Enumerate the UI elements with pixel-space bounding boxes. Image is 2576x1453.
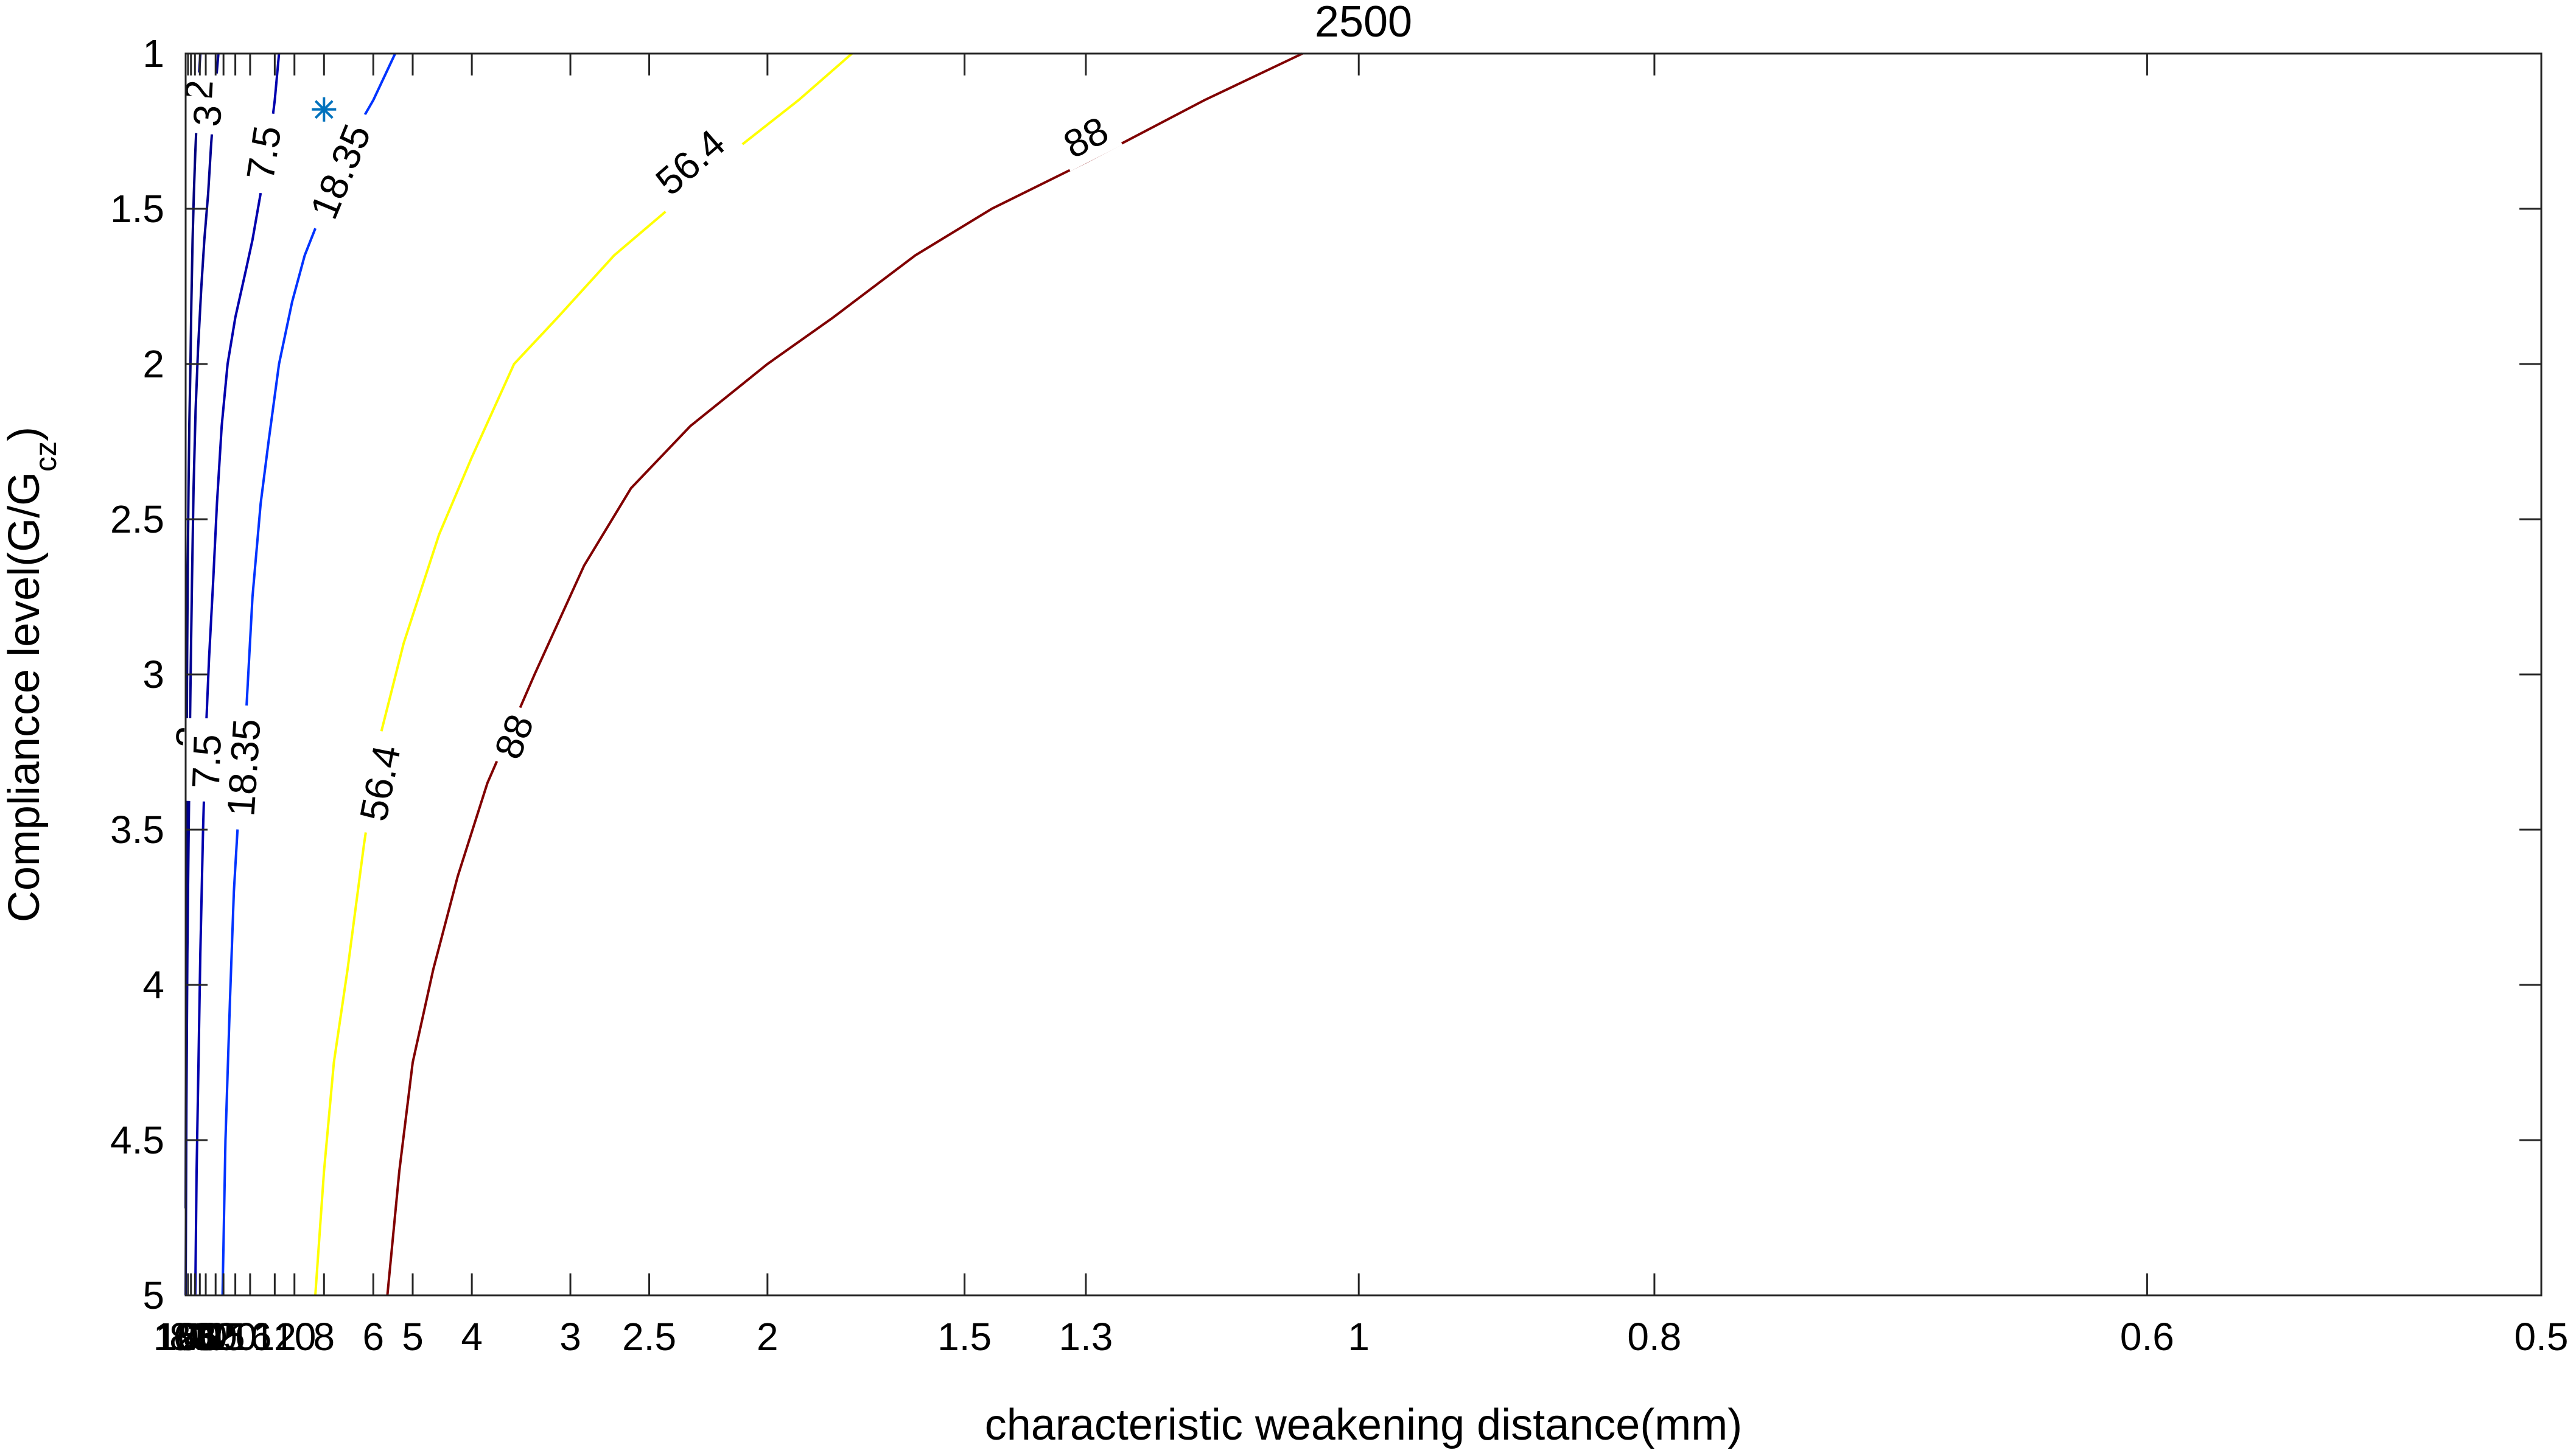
- data-point-star-marker: [312, 97, 337, 122]
- y-axis-label-main: Compliancce level(G/G: [0, 472, 49, 922]
- x-tick-label: 0.8: [1627, 1315, 1681, 1359]
- contour-label-text: 7.5: [238, 123, 289, 183]
- contour-label-background: [481, 701, 547, 772]
- x-tick-label: 5: [402, 1315, 424, 1359]
- contour-label-background: [182, 720, 231, 803]
- contour-line-3: [184, 53, 220, 1296]
- y-tick-label: 4: [142, 963, 164, 1007]
- x-tick-label: 25: [202, 1315, 245, 1359]
- y-tick-label: 2: [142, 342, 164, 386]
- y-axis-label: Compliancce level(G/Gcz): [0, 427, 63, 922]
- y-tick-label: 1: [142, 32, 164, 75]
- contour-label-background: [234, 110, 293, 197]
- plot-frame: [184, 52, 2543, 1297]
- y-tick-label: 4.5: [110, 1118, 164, 1162]
- x-tick-label: 30: [194, 1315, 237, 1359]
- x-axis-label: characteristic weakening distance(mm): [985, 1401, 1742, 1449]
- contour-line-18.35: [221, 53, 397, 1296]
- contour-line-56.4: [314, 52, 853, 1296]
- x-tick-label: 16: [228, 1315, 271, 1359]
- contour-label-18.35: 18.35: [295, 105, 386, 238]
- x-tick-label: 6: [362, 1315, 384, 1359]
- contour-label-background: [295, 105, 386, 238]
- x-tick-label: 10: [273, 1315, 316, 1359]
- contour-line-7.5: [194, 53, 281, 1296]
- x-tick-label: 1.5: [937, 1315, 992, 1359]
- x-tick-label: 100: [155, 1315, 220, 1359]
- x-tick-label: 50: [178, 1315, 222, 1359]
- contour-label-18.35: 18.35: [216, 704, 271, 832]
- contour-label-3: 3: [183, 96, 232, 136]
- y-axis-label-subscript: cz: [29, 441, 63, 472]
- x-tick-label: 12: [253, 1315, 296, 1359]
- contour-lines: [184, 52, 1303, 1296]
- contour-label-text: 18.35: [302, 118, 380, 225]
- x-tick-label: 63: [173, 1315, 217, 1359]
- contour-label-88: 88: [1049, 103, 1122, 172]
- contour-label-background: [183, 96, 232, 136]
- y-tick-label: 5: [142, 1273, 164, 1317]
- contour-label-7.5: 7.5: [234, 110, 293, 197]
- x-tick-label: 1.3: [1059, 1315, 1113, 1359]
- contour-line-88: [386, 52, 1303, 1296]
- x-tick-label: 2: [757, 1315, 779, 1359]
- y-tick-label: 3: [142, 653, 164, 696]
- contour-label-text: 3: [184, 103, 230, 128]
- contour-label-background: [636, 111, 744, 214]
- x-tick-label: 0.6: [2120, 1315, 2174, 1359]
- x-tick-label: 1: [1348, 1315, 1370, 1359]
- y-tick-label: 3.5: [110, 808, 164, 852]
- data-marker-layer: [312, 97, 337, 122]
- contour-label-text: 18.35: [219, 718, 268, 818]
- y-axis-label-close: ): [0, 427, 49, 441]
- x-tick-label: 125: [153, 1315, 219, 1359]
- contour-label-88: 88: [481, 701, 547, 772]
- contour-label-background: [216, 704, 271, 832]
- y-tick-label: 1.5: [110, 187, 164, 231]
- y-tick-label: 2.5: [110, 497, 164, 541]
- x-tick-label: 40: [184, 1315, 227, 1359]
- contour-label-background: [1049, 103, 1122, 172]
- x-tick-label: 3: [559, 1315, 581, 1359]
- x-tick-label: 80: [169, 1315, 212, 1359]
- x-tick-label: 0.5: [2515, 1315, 2569, 1359]
- x-tick-label: 4: [461, 1315, 483, 1359]
- x-tick-label: 2.5: [622, 1315, 676, 1359]
- contour-label-56.4: 56.4: [636, 111, 744, 214]
- contour-label-text: 56.4: [351, 741, 409, 824]
- x-tick-label: 8: [313, 1315, 335, 1359]
- chart-title: 2500: [1315, 0, 1412, 46]
- y-axis-ticks: 1 1.5 2 2.5 3 3.5 4 4.5 5: [110, 32, 2541, 1317]
- contour-label-56.4: 56.4: [347, 728, 413, 838]
- contour-label-background: [347, 728, 413, 838]
- x-tick-label: 20: [214, 1315, 257, 1359]
